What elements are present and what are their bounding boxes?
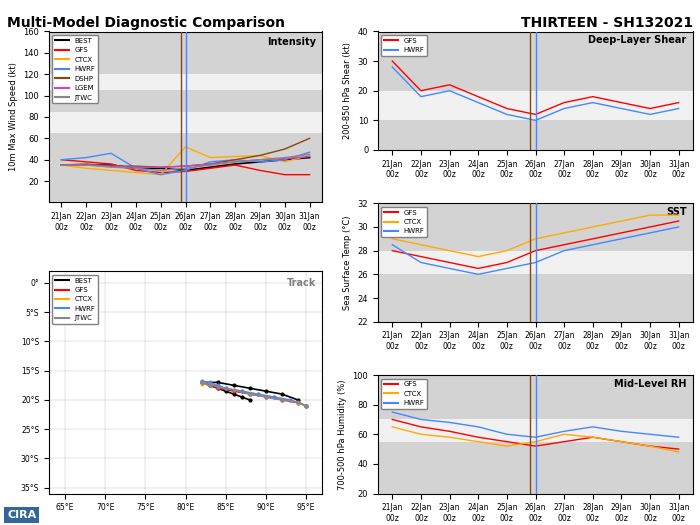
Legend: GFS, CTCX, HWRF: GFS, CTCX, HWRF: [382, 207, 427, 237]
Text: Mid-Level RH: Mid-Level RH: [614, 379, 687, 388]
Bar: [378, 419, 693, 442]
Legend: GFS, HWRF: GFS, HWRF: [382, 35, 427, 56]
Text: CIRA: CIRA: [7, 510, 36, 520]
Legend: BEST, GFS, CTCX, HWRF, DSHP, LGEM, JTWC: BEST, GFS, CTCX, HWRF, DSHP, LGEM, JTWC: [52, 35, 98, 103]
Bar: [49, 112, 322, 133]
Text: Multi-Model Diagnostic Comparison: Multi-Model Diagnostic Comparison: [7, 16, 285, 30]
Text: Deep-Layer Shear: Deep-Layer Shear: [589, 35, 687, 45]
Text: SST: SST: [666, 207, 687, 217]
Text: THIRTEEN - SH132021: THIRTEEN - SH132021: [521, 16, 693, 30]
Legend: BEST, GFS, CTCX, HWRF, JTWC: BEST, GFS, CTCX, HWRF, JTWC: [52, 275, 98, 324]
Y-axis label: 200-850 hPa Shear (kt): 200-850 hPa Shear (kt): [343, 43, 352, 139]
Text: Intensity: Intensity: [267, 37, 316, 47]
Text: Track: Track: [287, 278, 316, 288]
Y-axis label: 10m Max Wind Speed (kt): 10m Max Wind Speed (kt): [9, 62, 18, 172]
Bar: [49, 74, 322, 90]
Bar: [378, 91, 693, 120]
Y-axis label: 700-500 hPa Humidity (%): 700-500 hPa Humidity (%): [338, 379, 347, 489]
Bar: [378, 250, 693, 275]
Y-axis label: Sea Surface Temp (°C): Sea Surface Temp (°C): [343, 215, 352, 310]
Legend: GFS, CTCX, HWRF: GFS, CTCX, HWRF: [382, 379, 427, 409]
